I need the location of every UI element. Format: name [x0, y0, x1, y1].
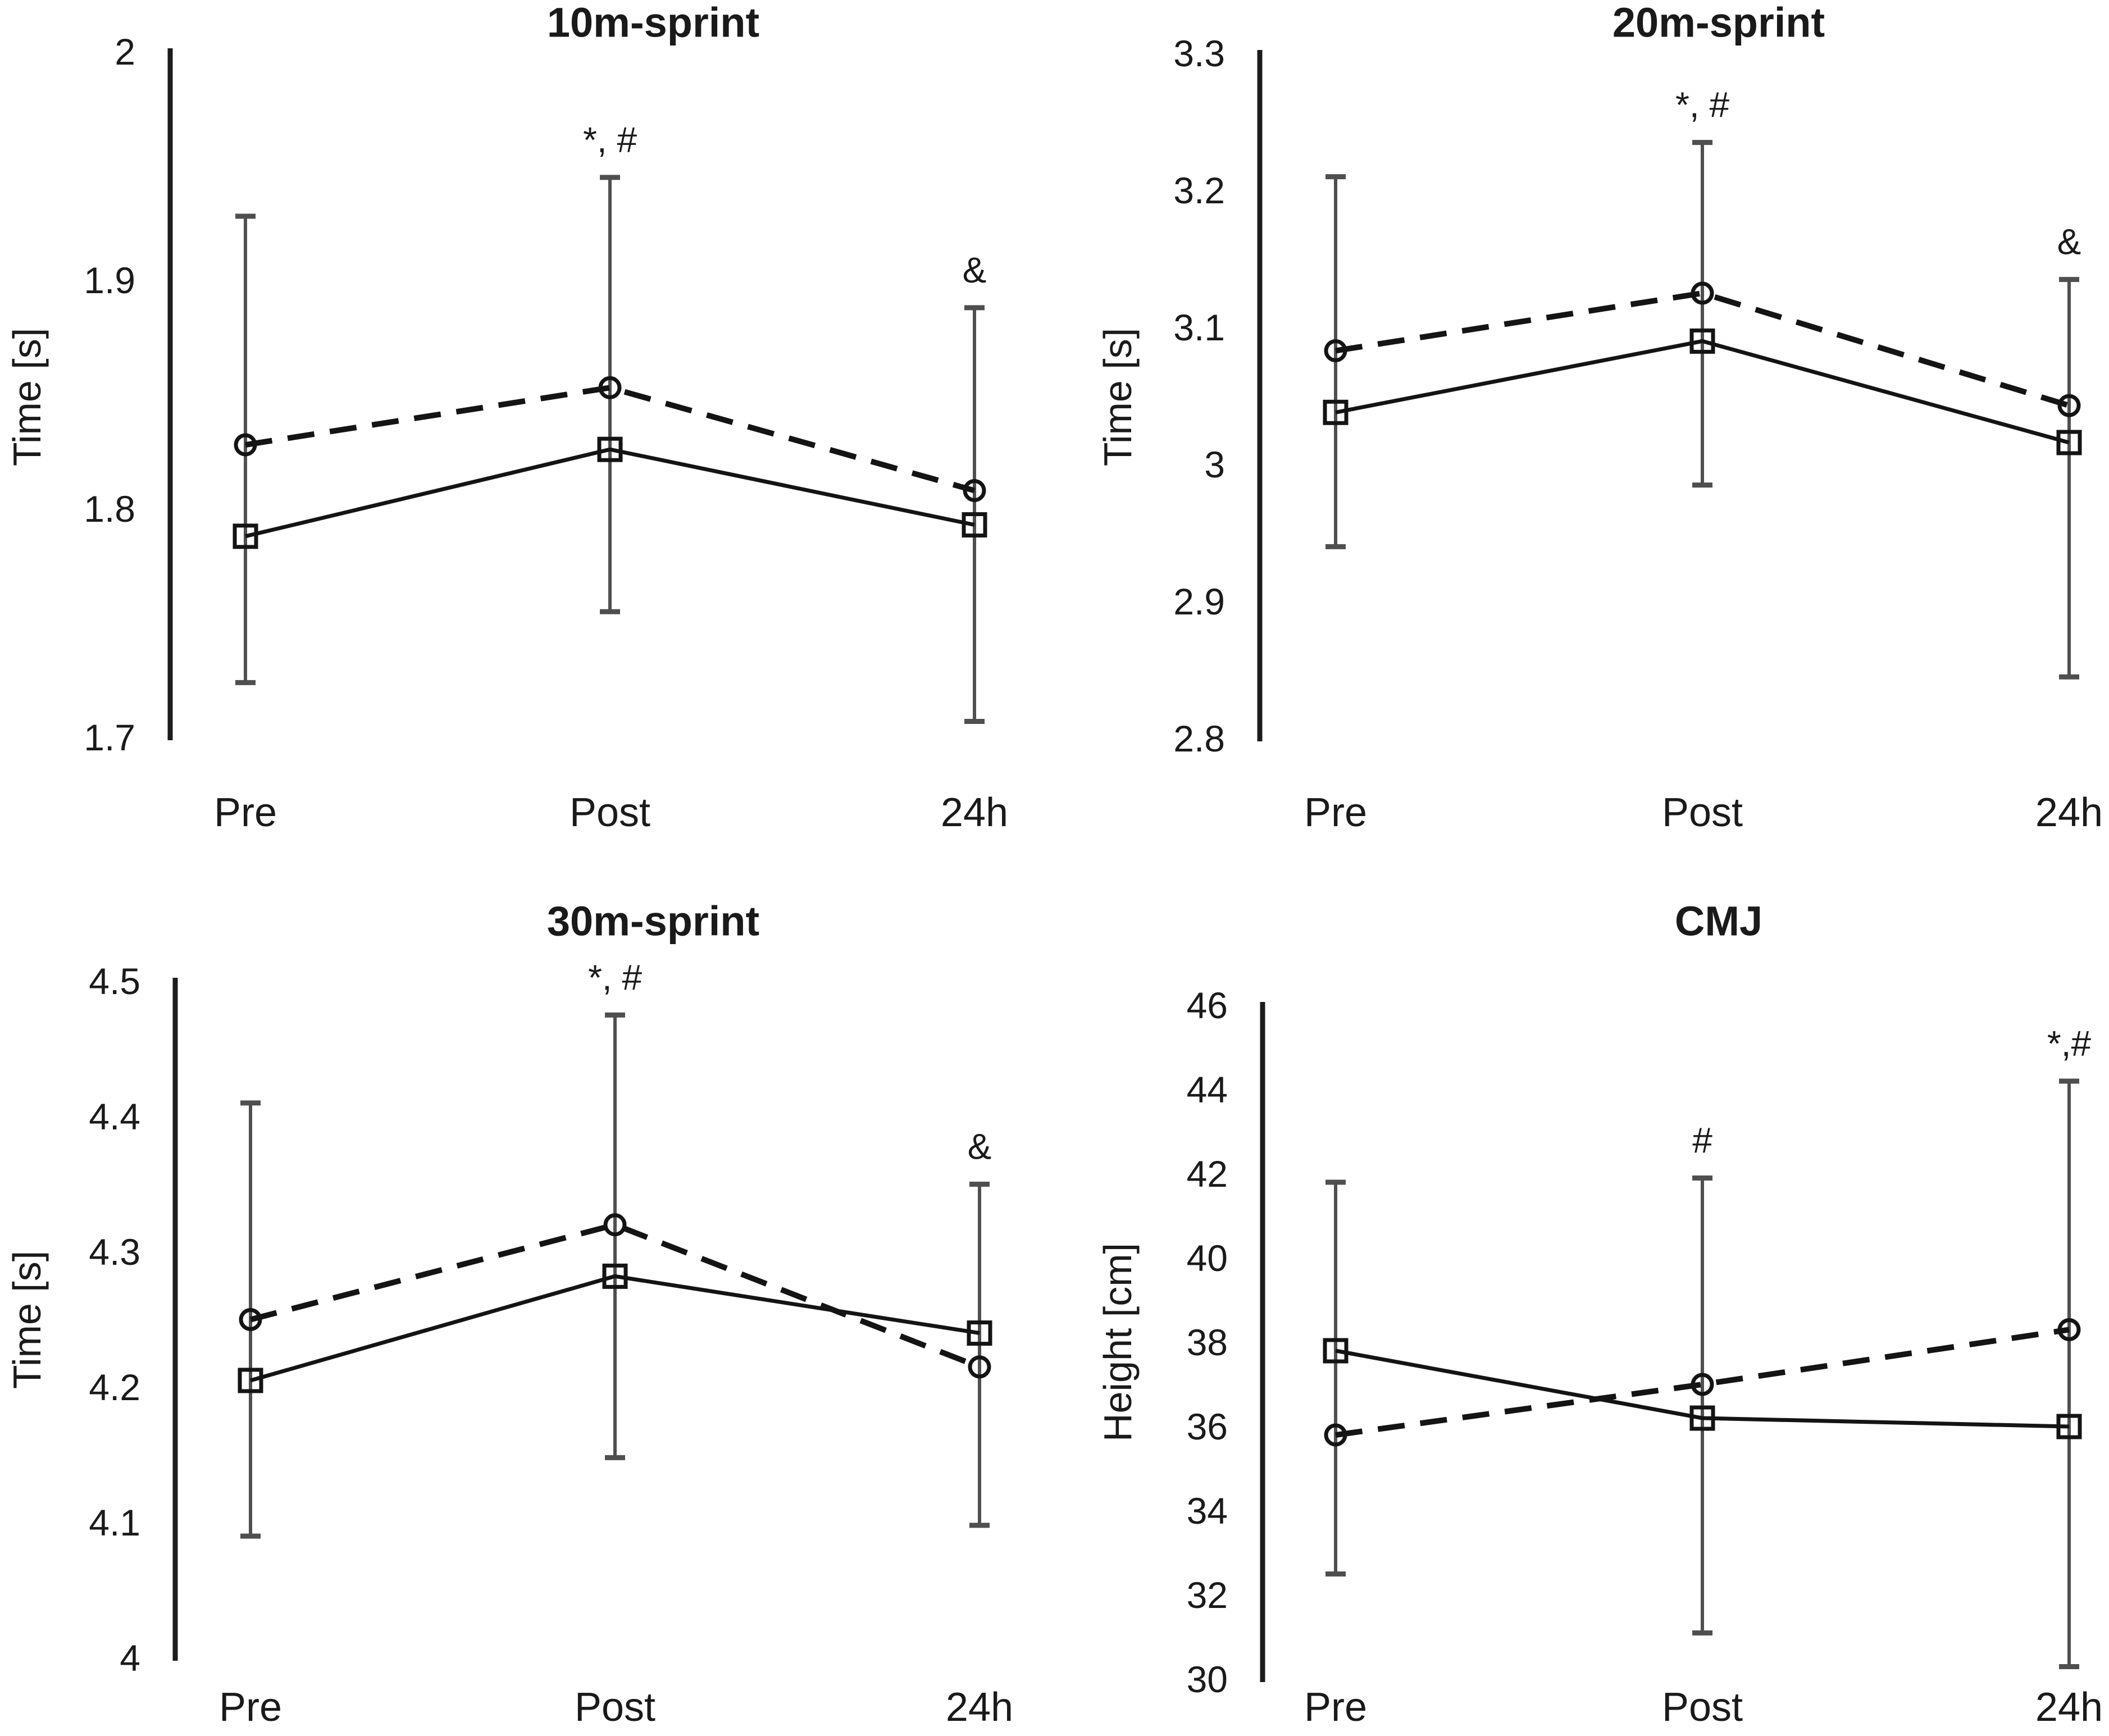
circle-marker [1324, 339, 1347, 362]
square-marker [233, 523, 258, 549]
y-tick-label: 36 [1187, 1406, 1228, 1447]
series-line-circle-dashed [245, 385, 976, 494]
y-tick-label: 34 [1187, 1490, 1228, 1532]
significance-annotation: & [968, 1127, 992, 1167]
x-category-label: 24h [2035, 790, 2103, 835]
significance-annotation: & [2057, 222, 2081, 262]
circle-marker [2057, 394, 2081, 417]
circle-marker [598, 376, 622, 399]
y-tick-label: 2.9 [1173, 581, 1225, 622]
y-axis-title: Height [cm] [1096, 1243, 1140, 1442]
square-marker [1323, 1338, 1349, 1364]
panel-30m-sprint: 30m-sprint 4.5 4.4 4.3 4.2 4.1 4 Time [s] Pre Pos… [5, 898, 1013, 1730]
series-line-square-solid [250, 1274, 980, 1383]
y-tick-label: 1.8 [84, 488, 135, 530]
y-tick-label: 40 [1187, 1237, 1228, 1279]
circle-marker [234, 433, 257, 457]
x-category-label: Pre [219, 1685, 282, 1730]
y-tick-label: 4.3 [89, 1231, 140, 1273]
x-category-label: 24h [941, 790, 1008, 835]
significance-annotation: *, # [1675, 85, 1729, 125]
square-marker [962, 512, 987, 537]
x-category-label: Pre [1304, 1685, 1367, 1730]
y-tick-label: 4 [120, 1637, 140, 1679]
y-tick-label: 4.5 [89, 960, 140, 1002]
panel-title: CMJ [1675, 898, 1762, 945]
x-category-label: Post [1662, 790, 1743, 835]
x-category-label: Pre [1304, 790, 1367, 835]
significance-annotation: *,# [2047, 1023, 2092, 1064]
x-category-label: Post [575, 1685, 655, 1730]
significance-annotation: *, # [583, 120, 637, 160]
y-tick-label: 42 [1187, 1153, 1228, 1195]
y-tick-label: 4.1 [89, 1502, 140, 1543]
panel-10m-sprint: 10m-sprint 2 1.9 1.8 1.7 Time [s] Pre Post 24h *,… [5, 0, 1008, 835]
y-tick-label: 1.9 [84, 259, 135, 301]
y-tick-label: 2 [115, 31, 135, 72]
panel-20m-sprint: 20m-sprint 3.3 3.2 3.1 3 2.9 2.8 Time [s] Pre Pos… [1096, 0, 2103, 835]
series-line-circle-dashed [1335, 1327, 2070, 1438]
x-category-label: 24h [2035, 1685, 2103, 1730]
x-category-label: Post [1662, 1685, 1743, 1730]
y-tick-label: 32 [1187, 1574, 1228, 1616]
y-tick-label: 3.1 [1173, 307, 1225, 348]
y-axis-title: Time [s] [5, 328, 49, 466]
y-tick-label: 4.2 [89, 1366, 140, 1408]
y-tick-label: 30 [1187, 1658, 1228, 1700]
y-tick-label: 3.2 [1173, 170, 1225, 211]
panel-cmj: CMJ 46 44 42 40 38 36 34 32 30 Height [cm] Pre Post 2… [1096, 898, 2103, 1730]
y-tick-label: 38 [1187, 1322, 1228, 1363]
series-line-square-solid [1335, 1348, 2070, 1429]
x-category-label: Post [570, 790, 650, 835]
y-tick-label: 2.8 [1173, 718, 1225, 759]
significance-annotation: *, # [588, 957, 642, 997]
square-marker [1323, 399, 1349, 425]
square-marker [238, 1368, 263, 1393]
x-category-label: Pre [214, 790, 277, 835]
significance-annotation: # [1692, 1120, 1712, 1161]
series-line-square-solid [1335, 339, 2070, 445]
panel-title: 30m-sprint [547, 898, 759, 945]
circle-marker [968, 1355, 991, 1379]
panel-title: 20m-sprint [1613, 0, 1825, 46]
y-tick-label: 3 [1204, 444, 1225, 485]
square-marker [967, 1320, 992, 1346]
y-axis-title: Time [s] [1096, 328, 1140, 466]
significance-annotation: & [963, 250, 987, 290]
y-tick-label: 4.4 [89, 1096, 140, 1137]
circle-marker [1324, 1423, 1347, 1447]
circle-marker [2057, 1318, 2081, 1341]
circle-marker [1691, 1373, 1714, 1396]
square-marker [1689, 1405, 1715, 1431]
square-marker [2056, 430, 2082, 455]
circle-marker [603, 1213, 627, 1237]
x-category-label: 24h [946, 1685, 1013, 1730]
panel-title: 10m-sprint [547, 0, 759, 46]
y-tick-label: 1.7 [84, 717, 135, 758]
square-marker [2056, 1414, 2082, 1439]
square-marker [597, 436, 623, 462]
circle-marker [963, 479, 986, 502]
y-axis-title: Time [s] [5, 1251, 49, 1389]
y-tick-label: 46 [1187, 985, 1228, 1026]
square-marker [1689, 328, 1715, 354]
y-tick-label: 44 [1187, 1069, 1228, 1110]
circle-marker [1691, 281, 1714, 305]
circle-marker [239, 1308, 262, 1331]
square-marker [602, 1263, 628, 1289]
y-tick-label: 3.3 [1173, 33, 1225, 74]
series-line-square-solid [245, 447, 975, 539]
